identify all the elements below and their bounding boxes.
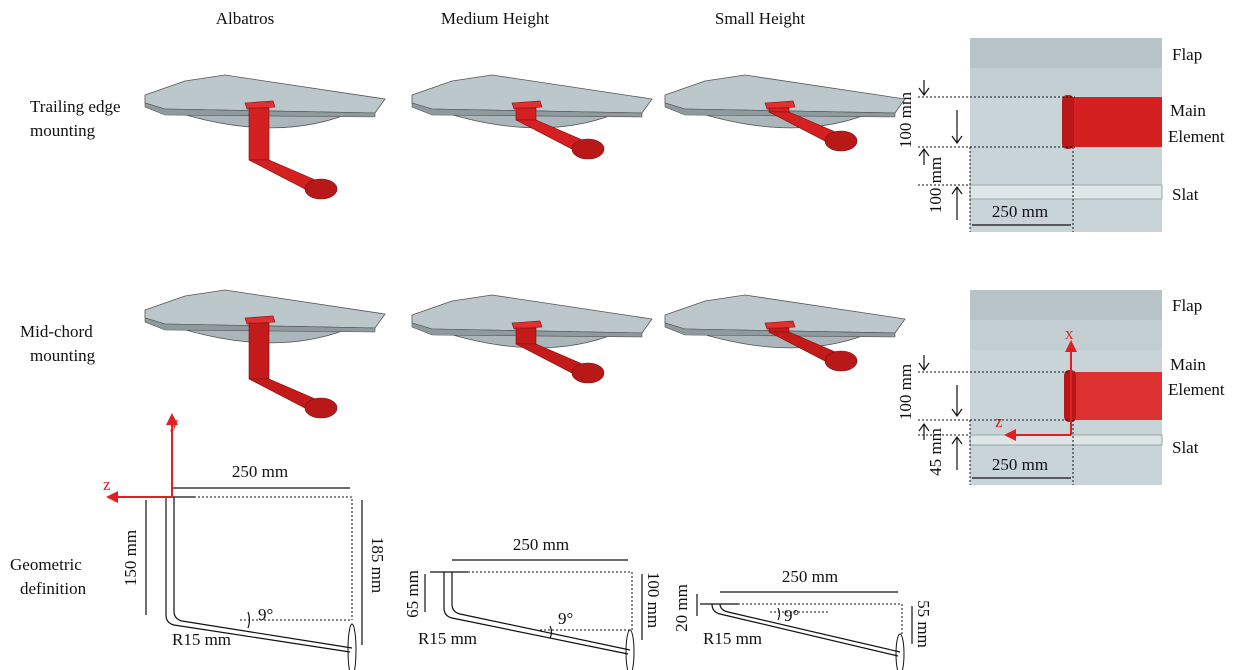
- axis-label: x: [1065, 324, 1074, 343]
- dimension-label: 100 mm: [926, 157, 945, 213]
- figure: Albatros Medium Height Small Height Trai…: [0, 0, 1255, 670]
- row-label: definition: [20, 579, 87, 598]
- radius-label: R15 mm: [172, 630, 231, 649]
- dimension-label: 55 mm: [914, 600, 933, 648]
- strut-foot: [572, 363, 604, 383]
- top-view: x z Flap Main Element Slat 100 mm 45 mm …: [896, 290, 1225, 485]
- axis-label: z: [995, 412, 1003, 431]
- column-label: Medium Height: [441, 9, 549, 28]
- axis-label: y: [170, 413, 179, 432]
- dimension-label: 250 mm: [992, 455, 1048, 474]
- main-label: Element: [1168, 127, 1225, 146]
- strut: [516, 108, 536, 120]
- angle-label: 9°: [258, 605, 273, 624]
- row-label: Geometric: [10, 555, 82, 574]
- strut: [516, 328, 536, 344]
- top-view: Flap Main Element Slat 100 mm 100 mm 250…: [896, 38, 1225, 232]
- render: [412, 75, 652, 159]
- main-label: Main: [1170, 101, 1206, 120]
- row-label: mounting: [30, 346, 96, 365]
- dimension-label: 250 mm: [992, 202, 1048, 221]
- column-label: Albatros: [216, 9, 275, 28]
- dimension-label: 185 mm: [368, 537, 387, 593]
- dimension-label: 100 mm: [644, 572, 663, 628]
- dimension-label: 45 mm: [926, 428, 945, 476]
- flap-label: Flap: [1172, 45, 1202, 64]
- strut: [249, 108, 269, 160]
- strut-foot: [825, 351, 857, 371]
- column-label: Small Height: [715, 9, 805, 28]
- slat-label: Slat: [1172, 438, 1199, 457]
- dimension-label: 150 mm: [121, 530, 140, 586]
- dimension-label: 100 mm: [896, 364, 915, 420]
- angle-label: 9°: [558, 609, 573, 628]
- strut: [769, 328, 789, 332]
- geometry-drawing: y z 250 mm 150 mm 185 mm 9° R15 mm: [103, 413, 387, 670]
- dimension-label: 250 mm: [782, 567, 838, 586]
- radius-label: R15 mm: [418, 629, 477, 648]
- dimension-label: 250 mm: [232, 462, 288, 481]
- row-label: mounting: [30, 121, 96, 140]
- strut-foot: [305, 398, 337, 418]
- render: [145, 75, 385, 199]
- flap-label: Flap: [1172, 296, 1202, 315]
- render: [145, 290, 385, 418]
- row-label: Trailing edge: [30, 97, 121, 116]
- render: [412, 295, 652, 383]
- strut: [769, 108, 789, 112]
- dimension-label: 250 mm: [513, 535, 569, 554]
- render: [665, 75, 905, 151]
- angle-label: 9°: [784, 606, 799, 625]
- strut-foot: [305, 179, 337, 199]
- geometry-drawing: 250 mm 20 mm 55 mm 9° R15 mm: [672, 567, 933, 670]
- strut: [249, 323, 269, 379]
- strut-foot: [572, 139, 604, 159]
- geometry-drawing: 250 mm 65 mm 100 mm 9° R15 mm: [403, 535, 663, 670]
- main-label: Element: [1168, 380, 1225, 399]
- axis-label: z: [103, 475, 111, 494]
- row-label: Mid-chord: [20, 322, 93, 341]
- dimension-label: 20 mm: [672, 584, 691, 632]
- strut-foot: [825, 131, 857, 151]
- render: [665, 295, 905, 371]
- main-label: Main: [1170, 355, 1206, 374]
- radius-label: R15 mm: [703, 629, 762, 648]
- slat-label: Slat: [1172, 185, 1199, 204]
- dimension-label: 65 mm: [403, 570, 422, 618]
